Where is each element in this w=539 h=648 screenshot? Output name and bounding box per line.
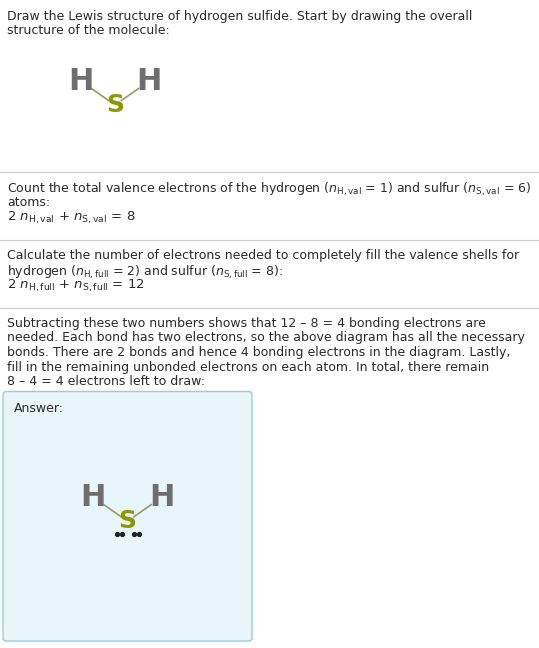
Text: hydrogen ($n_\mathrm{H,full}$ = 2) and sulfur ($n_\mathrm{S,full}$ = 8):: hydrogen ($n_\mathrm{H,full}$ = 2) and s…: [7, 264, 283, 281]
Text: S: S: [106, 93, 124, 117]
Text: atoms:: atoms:: [7, 196, 50, 209]
Text: fill in the remaining unbonded electrons on each atom. In total, there remain: fill in the remaining unbonded electrons…: [7, 360, 489, 373]
Text: 2 $n_\mathrm{H,full}$ + $n_\mathrm{S,full}$ = 12: 2 $n_\mathrm{H,full}$ + $n_\mathrm{S,ful…: [7, 278, 144, 294]
Text: Subtracting these two numbers shows that 12 – 8 = 4 bonding electrons are: Subtracting these two numbers shows that…: [7, 317, 486, 330]
Text: structure of the molecule:: structure of the molecule:: [7, 25, 170, 38]
Text: S: S: [119, 509, 136, 533]
Text: Draw the Lewis structure of hydrogen sulfide. Start by drawing the overall: Draw the Lewis structure of hydrogen sul…: [7, 10, 472, 23]
Text: H: H: [136, 67, 162, 96]
FancyBboxPatch shape: [3, 391, 252, 641]
Text: H: H: [81, 483, 106, 512]
Text: 8 – 4 = 4 electrons left to draw:: 8 – 4 = 4 electrons left to draw:: [7, 375, 205, 388]
Text: bonds. There are 2 bonds and hence 4 bonding electrons in the diagram. Lastly,: bonds. There are 2 bonds and hence 4 bon…: [7, 346, 510, 359]
Text: Count the total valence electrons of the hydrogen ($n_\mathrm{H,val}$ = 1) and s: Count the total valence electrons of the…: [7, 181, 531, 198]
Text: H: H: [68, 67, 94, 96]
Text: Calculate the number of electrons needed to completely fill the valence shells f: Calculate the number of electrons needed…: [7, 249, 519, 262]
Text: H: H: [149, 483, 174, 512]
Text: Answer:: Answer:: [14, 402, 64, 415]
Text: 2 $n_\mathrm{H,val}$ + $n_\mathrm{S,val}$ = 8: 2 $n_\mathrm{H,val}$ + $n_\mathrm{S,val}…: [7, 210, 136, 226]
Text: needed. Each bond has two electrons, so the above diagram has all the necessary: needed. Each bond has two electrons, so …: [7, 332, 525, 345]
